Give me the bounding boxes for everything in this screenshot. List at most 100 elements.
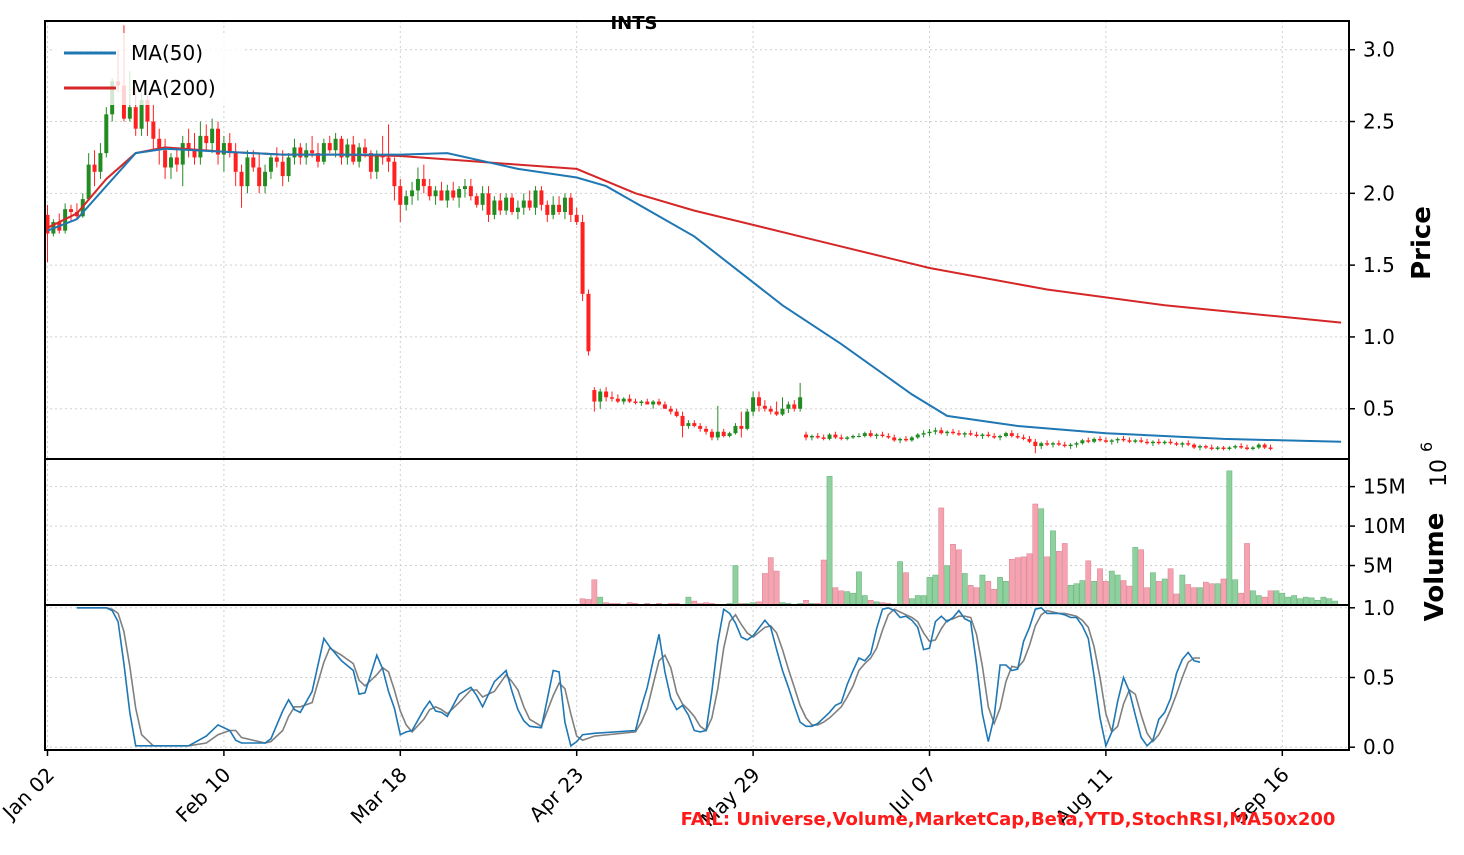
candle-body bbox=[415, 178, 420, 191]
stoch-ytick-label: 1.0 bbox=[1363, 596, 1395, 620]
price-ytick-label: 2.5 bbox=[1363, 110, 1395, 134]
volume-bar bbox=[685, 596, 692, 606]
candle-body bbox=[974, 434, 979, 437]
volume-bar bbox=[1197, 587, 1203, 606]
volume-bar bbox=[1179, 574, 1186, 606]
panel-frames bbox=[44, 20, 1350, 751]
candle-body bbox=[292, 147, 297, 158]
candle-body bbox=[727, 433, 732, 437]
volume-bar bbox=[820, 559, 827, 606]
candle-body bbox=[445, 190, 450, 201]
candle-body bbox=[1056, 443, 1061, 445]
candle-body bbox=[86, 164, 91, 200]
volume-bar bbox=[1114, 574, 1121, 606]
candle-body bbox=[1003, 433, 1008, 437]
candle-body bbox=[768, 408, 773, 412]
volume-bar bbox=[920, 595, 927, 606]
candle-body bbox=[221, 143, 226, 155]
volume-panel bbox=[579, 470, 1339, 606]
candle-body bbox=[274, 157, 279, 162]
candle-body bbox=[1086, 440, 1091, 442]
candle-body bbox=[1174, 443, 1179, 445]
candle-body bbox=[257, 167, 262, 187]
candle-body bbox=[1062, 444, 1067, 447]
candle-body bbox=[662, 404, 667, 409]
volume-bar bbox=[1279, 592, 1286, 606]
candle-body bbox=[921, 433, 926, 435]
ma50-line bbox=[47, 147, 1342, 443]
candle-body bbox=[992, 436, 997, 438]
volume-ylabel: Volume bbox=[1420, 513, 1450, 622]
candle-body bbox=[263, 171, 268, 187]
volume-bar bbox=[1214, 583, 1221, 606]
candle-body bbox=[298, 147, 303, 158]
candle-body bbox=[903, 438, 908, 441]
legend: MA(50) MA(200) bbox=[54, 33, 242, 105]
candle-body bbox=[392, 161, 397, 187]
candle-body bbox=[998, 436, 1003, 438]
price-ytick-label: 1.5 bbox=[1363, 253, 1395, 277]
candle-body bbox=[956, 433, 961, 435]
candle-body bbox=[457, 189, 462, 198]
candle-body bbox=[1127, 440, 1132, 442]
candle-body bbox=[721, 431, 726, 437]
candle-body bbox=[1045, 443, 1050, 445]
volume-bar bbox=[1079, 580, 1086, 606]
candle-body bbox=[280, 161, 285, 177]
volume-bar bbox=[1120, 580, 1127, 606]
candle-body bbox=[657, 401, 662, 405]
candle-body bbox=[515, 207, 520, 212]
volume-bar bbox=[838, 590, 845, 606]
volume-bar bbox=[856, 571, 862, 606]
volume-bar bbox=[1302, 596, 1309, 606]
candle-body bbox=[815, 436, 820, 438]
volume-bar bbox=[1014, 557, 1021, 606]
candle-body bbox=[651, 401, 656, 405]
candle-body bbox=[198, 135, 203, 158]
candle-body bbox=[139, 99, 144, 129]
candle-body bbox=[874, 434, 879, 437]
candle-body bbox=[239, 171, 244, 187]
candle-body bbox=[821, 437, 826, 439]
price-ylabel: Price bbox=[1407, 206, 1437, 280]
candle-body bbox=[1197, 446, 1202, 448]
candle-body bbox=[1139, 440, 1144, 442]
volume-bar bbox=[1267, 590, 1274, 606]
candle-body bbox=[1015, 436, 1020, 438]
volume-bar bbox=[1044, 556, 1050, 606]
candle-body bbox=[686, 423, 691, 426]
xtick-label: Apr 23 bbox=[524, 763, 588, 827]
volume-bar bbox=[1220, 578, 1227, 606]
price-ytick-label: 0.5 bbox=[1363, 397, 1395, 421]
volume-bar bbox=[591, 579, 598, 606]
candle-body bbox=[327, 143, 332, 151]
candle-body bbox=[368, 153, 373, 172]
candle-body bbox=[851, 436, 856, 438]
candle-body bbox=[504, 197, 509, 211]
volume-bar bbox=[1226, 470, 1233, 606]
volume-ytick-label: 15M bbox=[1363, 475, 1406, 499]
volume-bar bbox=[1232, 579, 1239, 606]
volume-bar bbox=[1091, 581, 1097, 606]
candle-body bbox=[592, 390, 597, 402]
candle-body bbox=[1039, 443, 1044, 447]
candle-body bbox=[104, 114, 109, 154]
volume-bar bbox=[1161, 578, 1168, 606]
candle-body bbox=[498, 200, 503, 211]
volume-bar bbox=[1020, 556, 1027, 606]
candle-body bbox=[245, 157, 250, 187]
candle-body bbox=[898, 438, 903, 441]
stoch-k-line bbox=[76, 606, 1201, 749]
candle-body bbox=[1021, 437, 1026, 439]
candle-body bbox=[715, 431, 720, 438]
candle-body bbox=[163, 150, 168, 168]
volume-bar bbox=[1003, 581, 1009, 606]
candle-body bbox=[133, 107, 138, 129]
volume-bar bbox=[1285, 596, 1292, 606]
candle-body bbox=[1221, 447, 1226, 449]
candle-body bbox=[856, 436, 861, 438]
candle-body bbox=[862, 433, 867, 437]
candle-body bbox=[804, 434, 809, 438]
volume-bar bbox=[944, 565, 950, 606]
volume-bar bbox=[1144, 587, 1150, 606]
